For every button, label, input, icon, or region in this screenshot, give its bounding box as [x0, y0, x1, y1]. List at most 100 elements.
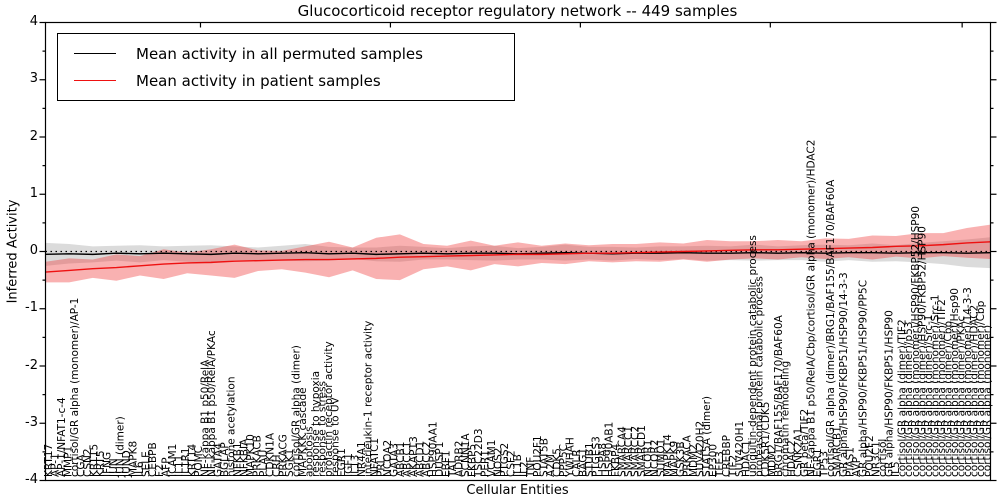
- x-tick-label: JUN (dimer): [115, 416, 127, 478]
- x-tick-label: GATA3: [388, 443, 400, 477]
- x-tick-label: IL13: [349, 455, 361, 477]
- x-tick-label: cortisol/GR alpha (dimer)/Cbp: [942, 321, 954, 477]
- x-tick-label: response to UV: [330, 396, 342, 477]
- x-tick-label: IL6: [134, 461, 146, 477]
- x-tick-label: SUMO1: [656, 439, 668, 477]
- x-tick-label: SMARCD1: [636, 425, 648, 477]
- x-tick-label: JUN: [108, 458, 120, 478]
- x-tick-label: AFP: [160, 457, 172, 477]
- x-tick-label: PIAS1: [845, 447, 857, 477]
- x-tick-label: CALR: [571, 449, 583, 477]
- y-tick-label: 0: [29, 243, 38, 258]
- x-tick-label: YWHAH: [564, 437, 576, 478]
- y-tick-label: -2: [25, 357, 38, 373]
- x-tick-label: ADRB2: [454, 441, 466, 477]
- x-tick-label: KRT5: [95, 450, 107, 477]
- x-tick-label: SGK1: [284, 449, 296, 477]
- x-tick-label: AP-1/NFAT1-c-4: [56, 397, 68, 477]
- x-tick-label: DUSP1: [434, 442, 446, 477]
- legend-label-patient: Mean activity in patient samples: [136, 71, 381, 90]
- x-tick-label: PRL: [375, 457, 387, 477]
- x-tick-label: IL11: [173, 455, 185, 477]
- x-tick-label: CEBPB: [147, 442, 159, 477]
- x-tick-label: CDKN1A: [265, 432, 277, 477]
- x-tick-label: SMARCC2: [630, 426, 642, 477]
- x-tick-label: PTGES3: [590, 436, 602, 477]
- x-tick-label: NR3C1: [871, 441, 883, 477]
- x-tick-label: SUV420H2: [695, 421, 707, 477]
- legend-entry-permuted: Mean activity in all permuted samples: [70, 40, 502, 67]
- x-tick-label: cortisol/GR alpha (dimer)/PKAc: [955, 316, 967, 477]
- x-tick-label: TSC22D3: [473, 428, 485, 478]
- x-tick-label: SCNN1A: [460, 433, 472, 477]
- x-tick-label: ABCB1: [395, 442, 407, 477]
- patient-line-swatch: [74, 80, 116, 81]
- x-tick-label: cortisol/GR alpha (dimer)/HSP90/FKBP52/H…: [916, 226, 928, 477]
- x-tick-label: POU2F2: [864, 435, 876, 477]
- x-tick-label: MDM2: [688, 444, 700, 477]
- x-tick-label: PPP5C: [558, 444, 570, 477]
- x-tick-label: MAPK14: [662, 434, 674, 477]
- x-tick-label: NCOR2: [649, 440, 661, 477]
- x-tick-label: NF-kappa B1 p50/RelA/Cbp/cortisol/GR alp…: [805, 140, 817, 477]
- x-tick-label: GATA4: [212, 443, 224, 477]
- x-tick-label: cortisol/GR alpha (monomer): [981, 325, 993, 477]
- x-tick-label: BAG1: [577, 448, 589, 477]
- x-tick-label: EP300: [708, 444, 720, 477]
- x-tick-label: KRT15: [89, 444, 101, 477]
- x-tick-label: BRG1/BAF155/BAF170/BAF60A: [773, 314, 785, 477]
- x-tick-label: cortisol/GR alpha (dimer)/HDAC2: [968, 305, 980, 477]
- x-tick-label: MAPK10: [245, 434, 257, 477]
- y-tick-label: -4: [25, 472, 38, 487]
- x-tick-label: IGF1: [343, 453, 355, 477]
- x-tick-label: FKBP4: [610, 444, 622, 477]
- x-tick-label: proteasomal protein catabolic process: [753, 276, 765, 477]
- x-tick-label: ubiquitin-dependent protein catabolic pr…: [747, 235, 759, 477]
- x-tick-label: CDK5: [551, 448, 563, 477]
- x-tick-label: CDK5R1/CDK5: [760, 402, 772, 477]
- x-tick-label: GR alpha/HSP90/FKBP51/HSP90: [884, 310, 896, 477]
- y-tick-label: 2: [29, 128, 38, 144]
- x-tick-label: TFE3: [714, 451, 726, 478]
- permuted-line-swatch: [74, 53, 116, 54]
- x-tick-label: NFKB1: [232, 442, 244, 477]
- x-tick-label: NCOA2: [382, 440, 394, 477]
- x-tick-label: cortisol/GR alpha (dimer)/p53: [903, 322, 915, 477]
- x-tick-label: FKBP5: [467, 444, 479, 477]
- y-tick-label: 1: [29, 185, 38, 201]
- chart-title: Glucocorticoid receptor regulatory netwo…: [297, 2, 738, 20]
- x-tick-label: STUB1: [584, 442, 596, 477]
- x-tick-label: VCAM1: [486, 440, 498, 477]
- x-tick-label: IFNG: [102, 452, 114, 477]
- legend-entry-patient: Mean activity in patient samples: [70, 67, 502, 94]
- x-tick-label: MAPKKK cascade: [297, 387, 309, 477]
- x-tick-label: CSNK2A1: [792, 428, 804, 477]
- x-tick-label: cortisol/GR alpha (dimer): [291, 345, 303, 477]
- x-tick-label: SMARCA4: [616, 426, 628, 477]
- x-tick-label: apoptosis: [304, 426, 316, 477]
- x-tick-label: NFATC1: [369, 438, 381, 477]
- x-tick-label: ABCC2: [421, 441, 433, 477]
- x-tick-label: cortisol/GR alpha (monomer)/AP-1: [69, 298, 81, 477]
- legend: Mean activity in all permuted samples Me…: [57, 33, 515, 101]
- x-tick-label: interleukin-1 receptor activity: [362, 321, 374, 477]
- x-tick-label: ICAM1: [167, 444, 179, 477]
- x-tick-label: CRH: [271, 454, 283, 477]
- x-tick-label: PRKACB: [252, 435, 264, 477]
- x-tick-label: cortisol/GR alpha (monomer)/HSP90/FKBP52…: [910, 206, 922, 477]
- x-tick-label: NFKBIA: [238, 438, 250, 477]
- x-tick-label: cortisol/GR alpha (monomer)/Hsp90: [949, 288, 961, 477]
- x-tick-label: chromatin remodeling: [779, 361, 791, 477]
- x-tick-label: IL1B: [512, 454, 524, 477]
- x-tick-label: IL2: [519, 461, 531, 477]
- x-tick-label: TAT: [447, 458, 459, 478]
- x-tick-label: NF-kappa B1 p50/RelA: [199, 359, 211, 477]
- x-tick-label: PER1: [480, 450, 492, 477]
- x-tick-label: IL5: [890, 461, 902, 477]
- x-tick-label: AKAP13: [408, 436, 420, 477]
- x-tick-label: cortisol/GR alpha (monomer)/TIF2: [936, 299, 948, 477]
- x-tick-label: NR4A1: [356, 441, 368, 477]
- y-tick-label: 3: [29, 71, 38, 87]
